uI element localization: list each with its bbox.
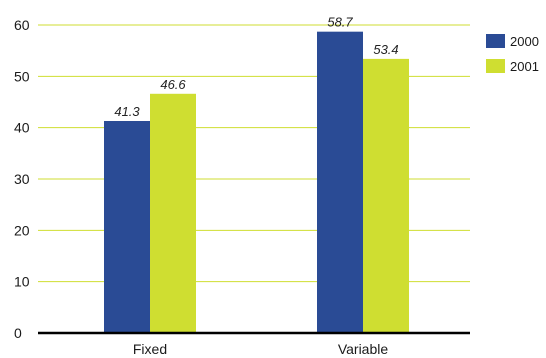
bar-2000-variable [317,31,363,333]
legend: 2000 2001 [486,34,539,74]
y-tick-label: 60 [14,17,30,33]
x-category-label: Variable [338,341,389,357]
legend-label: 2000 [510,34,539,49]
legend-swatch-2001 [486,59,505,73]
y-tick-label: 40 [14,120,30,136]
y-axis-ticks: 0 10 20 30 40 50 60 [14,17,30,341]
bar-2001-fixed [150,93,196,333]
data-labels: 41.3 58.7 46.6 53.4 [114,15,398,119]
y-tick-label: 10 [14,274,30,290]
y-tick-label: 30 [14,171,30,187]
data-label: 41.3 [114,104,140,119]
bar-2001-variable [363,58,409,333]
y-tick-label: 20 [14,222,30,238]
y-tick-label: 50 [14,68,30,84]
bars [104,31,409,333]
x-axis-categories: Fixed Variable [133,341,388,357]
data-label: 53.4 [373,42,398,57]
data-label: 46.6 [160,77,186,92]
data-label: 58.7 [327,15,353,30]
legend-label: 2001 [510,59,539,74]
y-tick-label: 0 [14,325,22,341]
legend-swatch-2000 [486,34,505,48]
bar-2000-fixed [104,120,150,333]
x-category-label: Fixed [133,341,167,357]
